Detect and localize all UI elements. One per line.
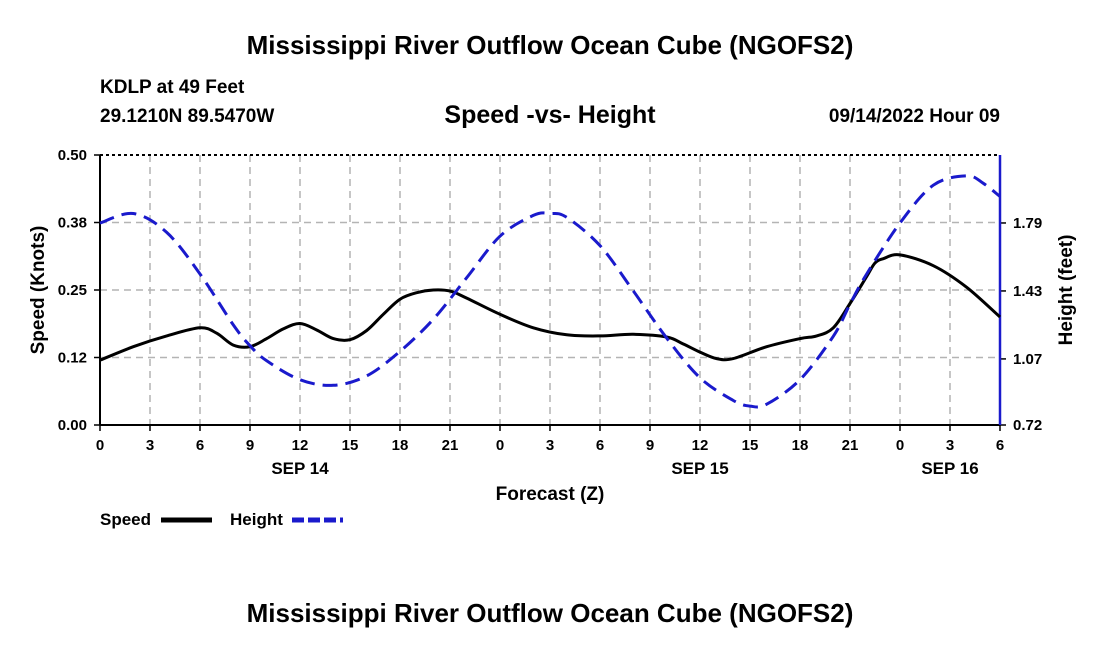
x-tick-label: 0 [96,437,104,454]
coordinates-label: 29.1210N 89.5470W [100,106,275,127]
right-tick-label: 1.07 [1013,351,1042,368]
right-tick-label: 0.72 [1013,417,1042,434]
x-tick-label: 0 [496,437,504,454]
right-tick-label: 1.43 [1013,283,1042,300]
x-tick-label: 0 [896,437,904,454]
x-tick-label: 3 [546,437,554,454]
x-tick-label: 21 [442,437,459,454]
x-tick-label: 6 [996,437,1004,454]
date-label: SEP 16 [921,459,978,478]
x-tick-label: 18 [792,437,809,454]
chart-subtitle: Speed -vs- Height [444,101,656,129]
right-tick-label: 1.79 [1013,215,1042,232]
left-tick-label: 0.12 [58,350,87,367]
date-label: SEP 14 [271,459,329,478]
chart-title: Mississippi River Outflow Ocean Cube (NG… [246,30,854,60]
left-tick-label: 0.38 [58,215,87,232]
left-tick-label: 0.25 [58,282,87,299]
date-label: SEP 15 [671,459,728,478]
legend-label-height: Height [230,510,283,529]
x-tick-label: 9 [246,437,254,454]
series-line-height [99,174,1001,409]
legend-label-speed: Speed [100,510,151,529]
x-tick-label: 18 [392,437,409,454]
x-tick-label: 21 [842,437,859,454]
x-tick-label: 6 [596,437,604,454]
forecast-datetime: 09/14/2022 Hour 09 [828,106,1000,127]
x-tick-label: 15 [342,437,359,454]
series-line-speed [99,253,1001,362]
right-axis-title: Height (feet) [1056,235,1077,346]
footer-title: Mississippi River Outflow Ocean Cube (NG… [246,598,854,628]
x-tick-label: 6 [196,437,204,454]
x-tick-label: 12 [292,437,309,454]
x-axis-title: Forecast (Z) [496,484,605,505]
left-tick-label: 0.50 [58,147,87,164]
left-tick-label: 0.00 [58,417,87,434]
x-tick-label: 12 [692,437,709,454]
x-tick-label: 15 [742,437,759,454]
x-tick-label: 3 [946,437,954,454]
x-tick-label: 3 [146,437,154,454]
station-label: KDLP at 49 Feet [100,77,245,98]
left-axis-title: Speed (Knots) [28,226,49,355]
x-tick-label: 9 [646,437,654,454]
